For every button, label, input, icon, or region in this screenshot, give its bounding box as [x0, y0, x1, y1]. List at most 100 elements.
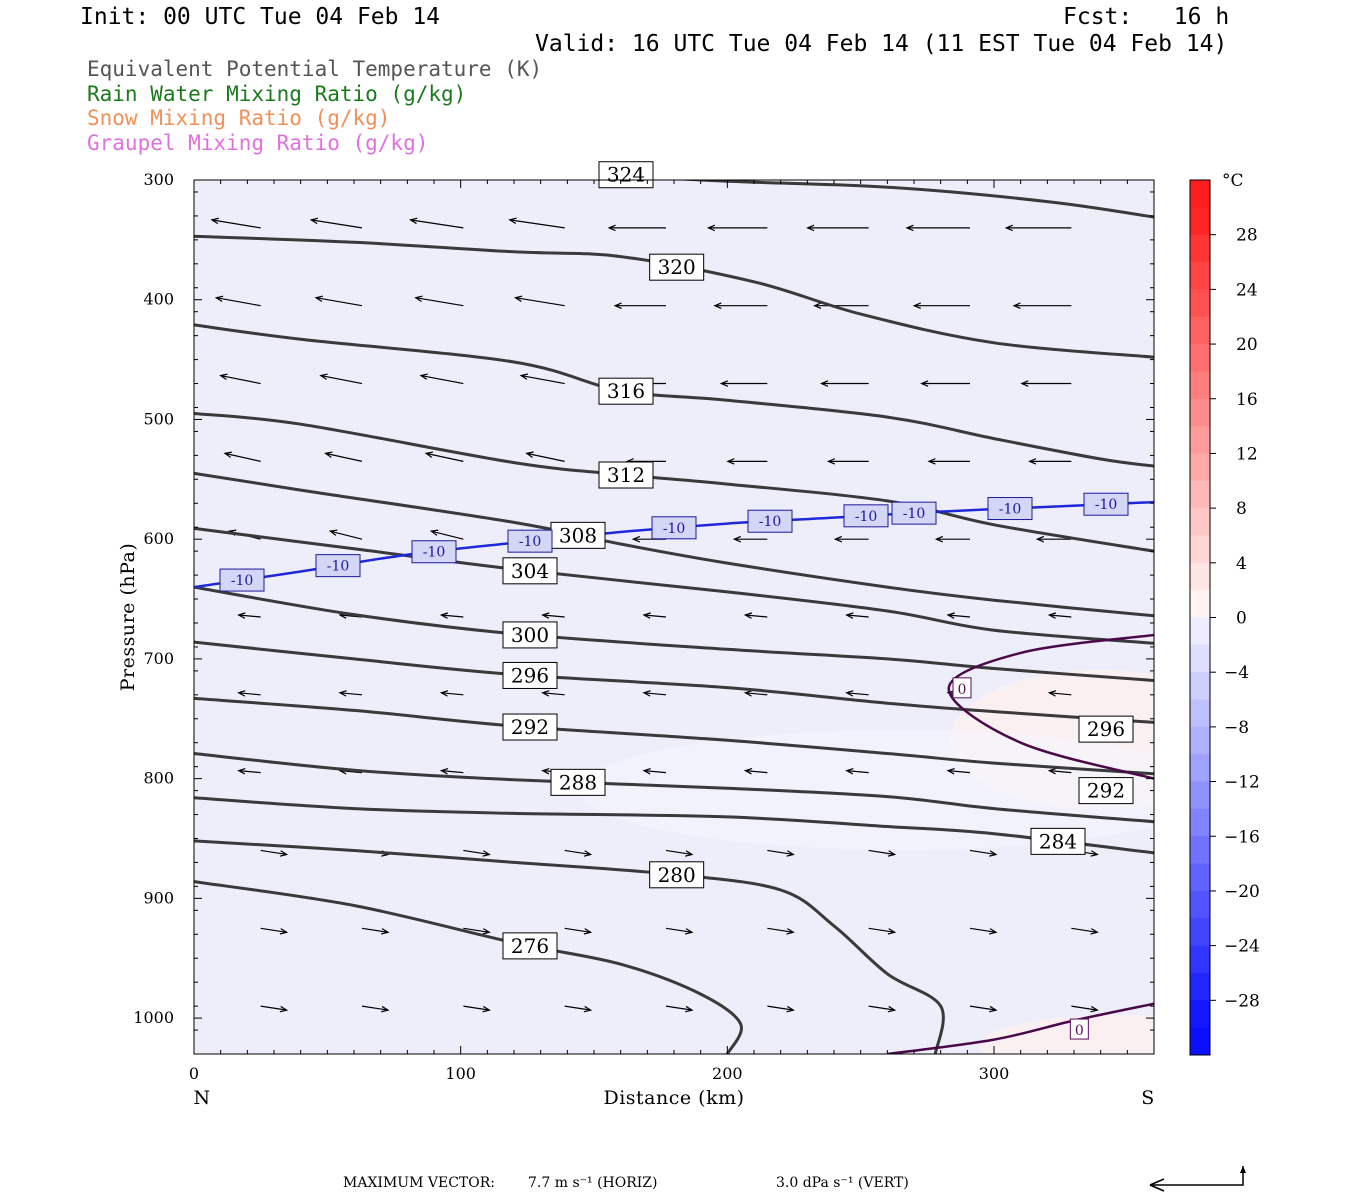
wind-vector-head — [408, 217, 418, 225]
wind-vector — [519, 373, 565, 385]
colorbar-tick-label: −8 — [1224, 718, 1249, 738]
wind-vector-head — [845, 690, 854, 697]
wind-vector-head — [845, 612, 854, 619]
wind-vector-shaft — [1049, 692, 1072, 696]
colorbar: 28 24 20 16 12 8 4 0 −4 −8 −12 −16 −20 −24 −28 — [1189, 179, 1260, 1056]
legend-graupel: Graupel Mixing Ratio (g/kg) — [87, 131, 429, 155]
wind-vector-head — [482, 928, 491, 935]
y-tick-label: 900 — [143, 888, 174, 907]
wind-vector — [969, 1005, 998, 1013]
wind-vector-head — [946, 612, 955, 619]
wind-vector-head — [583, 1005, 593, 1013]
wind-vector — [642, 767, 667, 775]
wind-vector-head — [806, 224, 815, 232]
wind-vector — [934, 535, 970, 543]
theta-e-label-box — [649, 861, 705, 889]
wind-vector-shaft — [745, 770, 768, 774]
theta-e-contour-292 — [194, 696, 1154, 776]
wind-vector — [309, 217, 363, 229]
x-tick-label: 200 — [712, 1064, 743, 1083]
theta-e-label-280: 280 — [649, 861, 705, 889]
wind-vector-head — [429, 529, 439, 536]
wind-vector-head — [920, 380, 929, 387]
x-tick-label: 0 — [189, 1064, 199, 1083]
theta-e-contour-300 — [194, 585, 1154, 682]
theta-e-label-text: 324 — [607, 163, 645, 187]
wind-vector — [439, 612, 464, 619]
minus10-label-box — [507, 529, 553, 553]
zero-isotherm-1 — [887, 1002, 1154, 1054]
colorbar-tick-label: −16 — [1224, 827, 1260, 847]
init-time: Init: 00 UTC Tue 04 Feb 14 — [80, 4, 441, 30]
wind-vector-head — [439, 690, 449, 697]
wind-vector-shaft — [339, 692, 363, 696]
wind-vector-shaft — [1049, 770, 1072, 774]
wind-vector-shaft — [220, 374, 261, 385]
wind-vector — [508, 217, 565, 229]
wind-vector-head — [210, 217, 219, 225]
theta-e-label-284: 284 — [1030, 827, 1086, 855]
reference-vector-arrow — [1150, 1166, 1244, 1186]
wind-vector-shaft — [767, 1005, 794, 1011]
colorbar-band — [1190, 398, 1210, 427]
wind-vector-head — [1047, 767, 1057, 775]
wind-vector — [210, 217, 261, 229]
wind-vector-head — [685, 928, 694, 935]
colorbar-band — [1190, 590, 1210, 618]
wind-vector-head — [1004, 224, 1013, 232]
colorbar-band — [1190, 945, 1210, 974]
wind-vector-head — [946, 767, 955, 775]
wind-vector-shaft — [1049, 614, 1072, 618]
colorbar-band — [1190, 863, 1210, 892]
lightest-band — [580, 730, 1154, 850]
wind-vector-shaft — [441, 770, 464, 774]
wind-vector — [613, 302, 666, 309]
wind-vector-head — [314, 295, 323, 303]
wind-vector-shaft — [1071, 927, 1098, 933]
wind-vector-shaft — [564, 1005, 591, 1011]
minus10-label-box — [843, 504, 889, 528]
zero-isotherm-label-text: 0 — [958, 682, 967, 698]
wind-vector-head — [381, 1005, 390, 1013]
wind-vector — [813, 302, 869, 309]
theta-e-label-text: 296 — [511, 663, 549, 687]
wind-vector-head — [279, 928, 289, 935]
y-tick-label: 800 — [143, 769, 174, 788]
wind-vector-shaft — [361, 927, 389, 933]
colorbar-tick-label: −28 — [1224, 991, 1260, 1011]
y-tick-label: 300 — [143, 170, 174, 189]
max-vector-label: MAXIMUM VECTOR: — [343, 1175, 495, 1191]
colorbar-band — [1190, 562, 1210, 591]
wind-vector-shaft — [224, 452, 261, 462]
colorbar-band — [1190, 672, 1210, 701]
wind-vector — [1047, 612, 1072, 619]
colorbar-band — [1190, 207, 1210, 236]
wind-vector — [424, 451, 464, 462]
wind-vector-shaft — [238, 614, 261, 618]
wind-vector-head — [219, 373, 228, 380]
wind-vector-head — [732, 535, 742, 543]
y-tick-label: 600 — [143, 529, 174, 548]
wind-vector — [1047, 767, 1072, 775]
wind-vector — [819, 380, 869, 387]
y-axis-label: Pressure (hPa) — [117, 543, 139, 692]
theta-e-label-text: 316 — [607, 379, 645, 403]
theta-e-label-296: 296 — [502, 661, 558, 689]
wind-vector-head — [541, 690, 550, 697]
colorbar-band — [1190, 644, 1210, 673]
wind-vector-head — [1090, 1005, 1099, 1013]
wind-vector-shaft — [969, 849, 997, 856]
wind-vector-head — [237, 767, 246, 775]
plot-background — [194, 180, 1154, 1054]
zero-isotherm-label-1: 0 — [1069, 1018, 1089, 1040]
wind-vector — [338, 690, 363, 697]
wind-vector — [419, 373, 464, 385]
valid-time: Valid: 16 UTC Tue 04 Feb 14 (11 EST Tue … — [535, 31, 1228, 57]
wind-vector-head — [989, 928, 998, 935]
wind-vector-shaft — [526, 452, 565, 462]
y-tick-label: 500 — [143, 409, 174, 428]
wind-vector-head — [934, 535, 944, 543]
theta-e-label-box — [550, 768, 606, 796]
wind-vector-head — [819, 380, 829, 387]
theta-e-contour-324 — [675, 180, 1154, 219]
